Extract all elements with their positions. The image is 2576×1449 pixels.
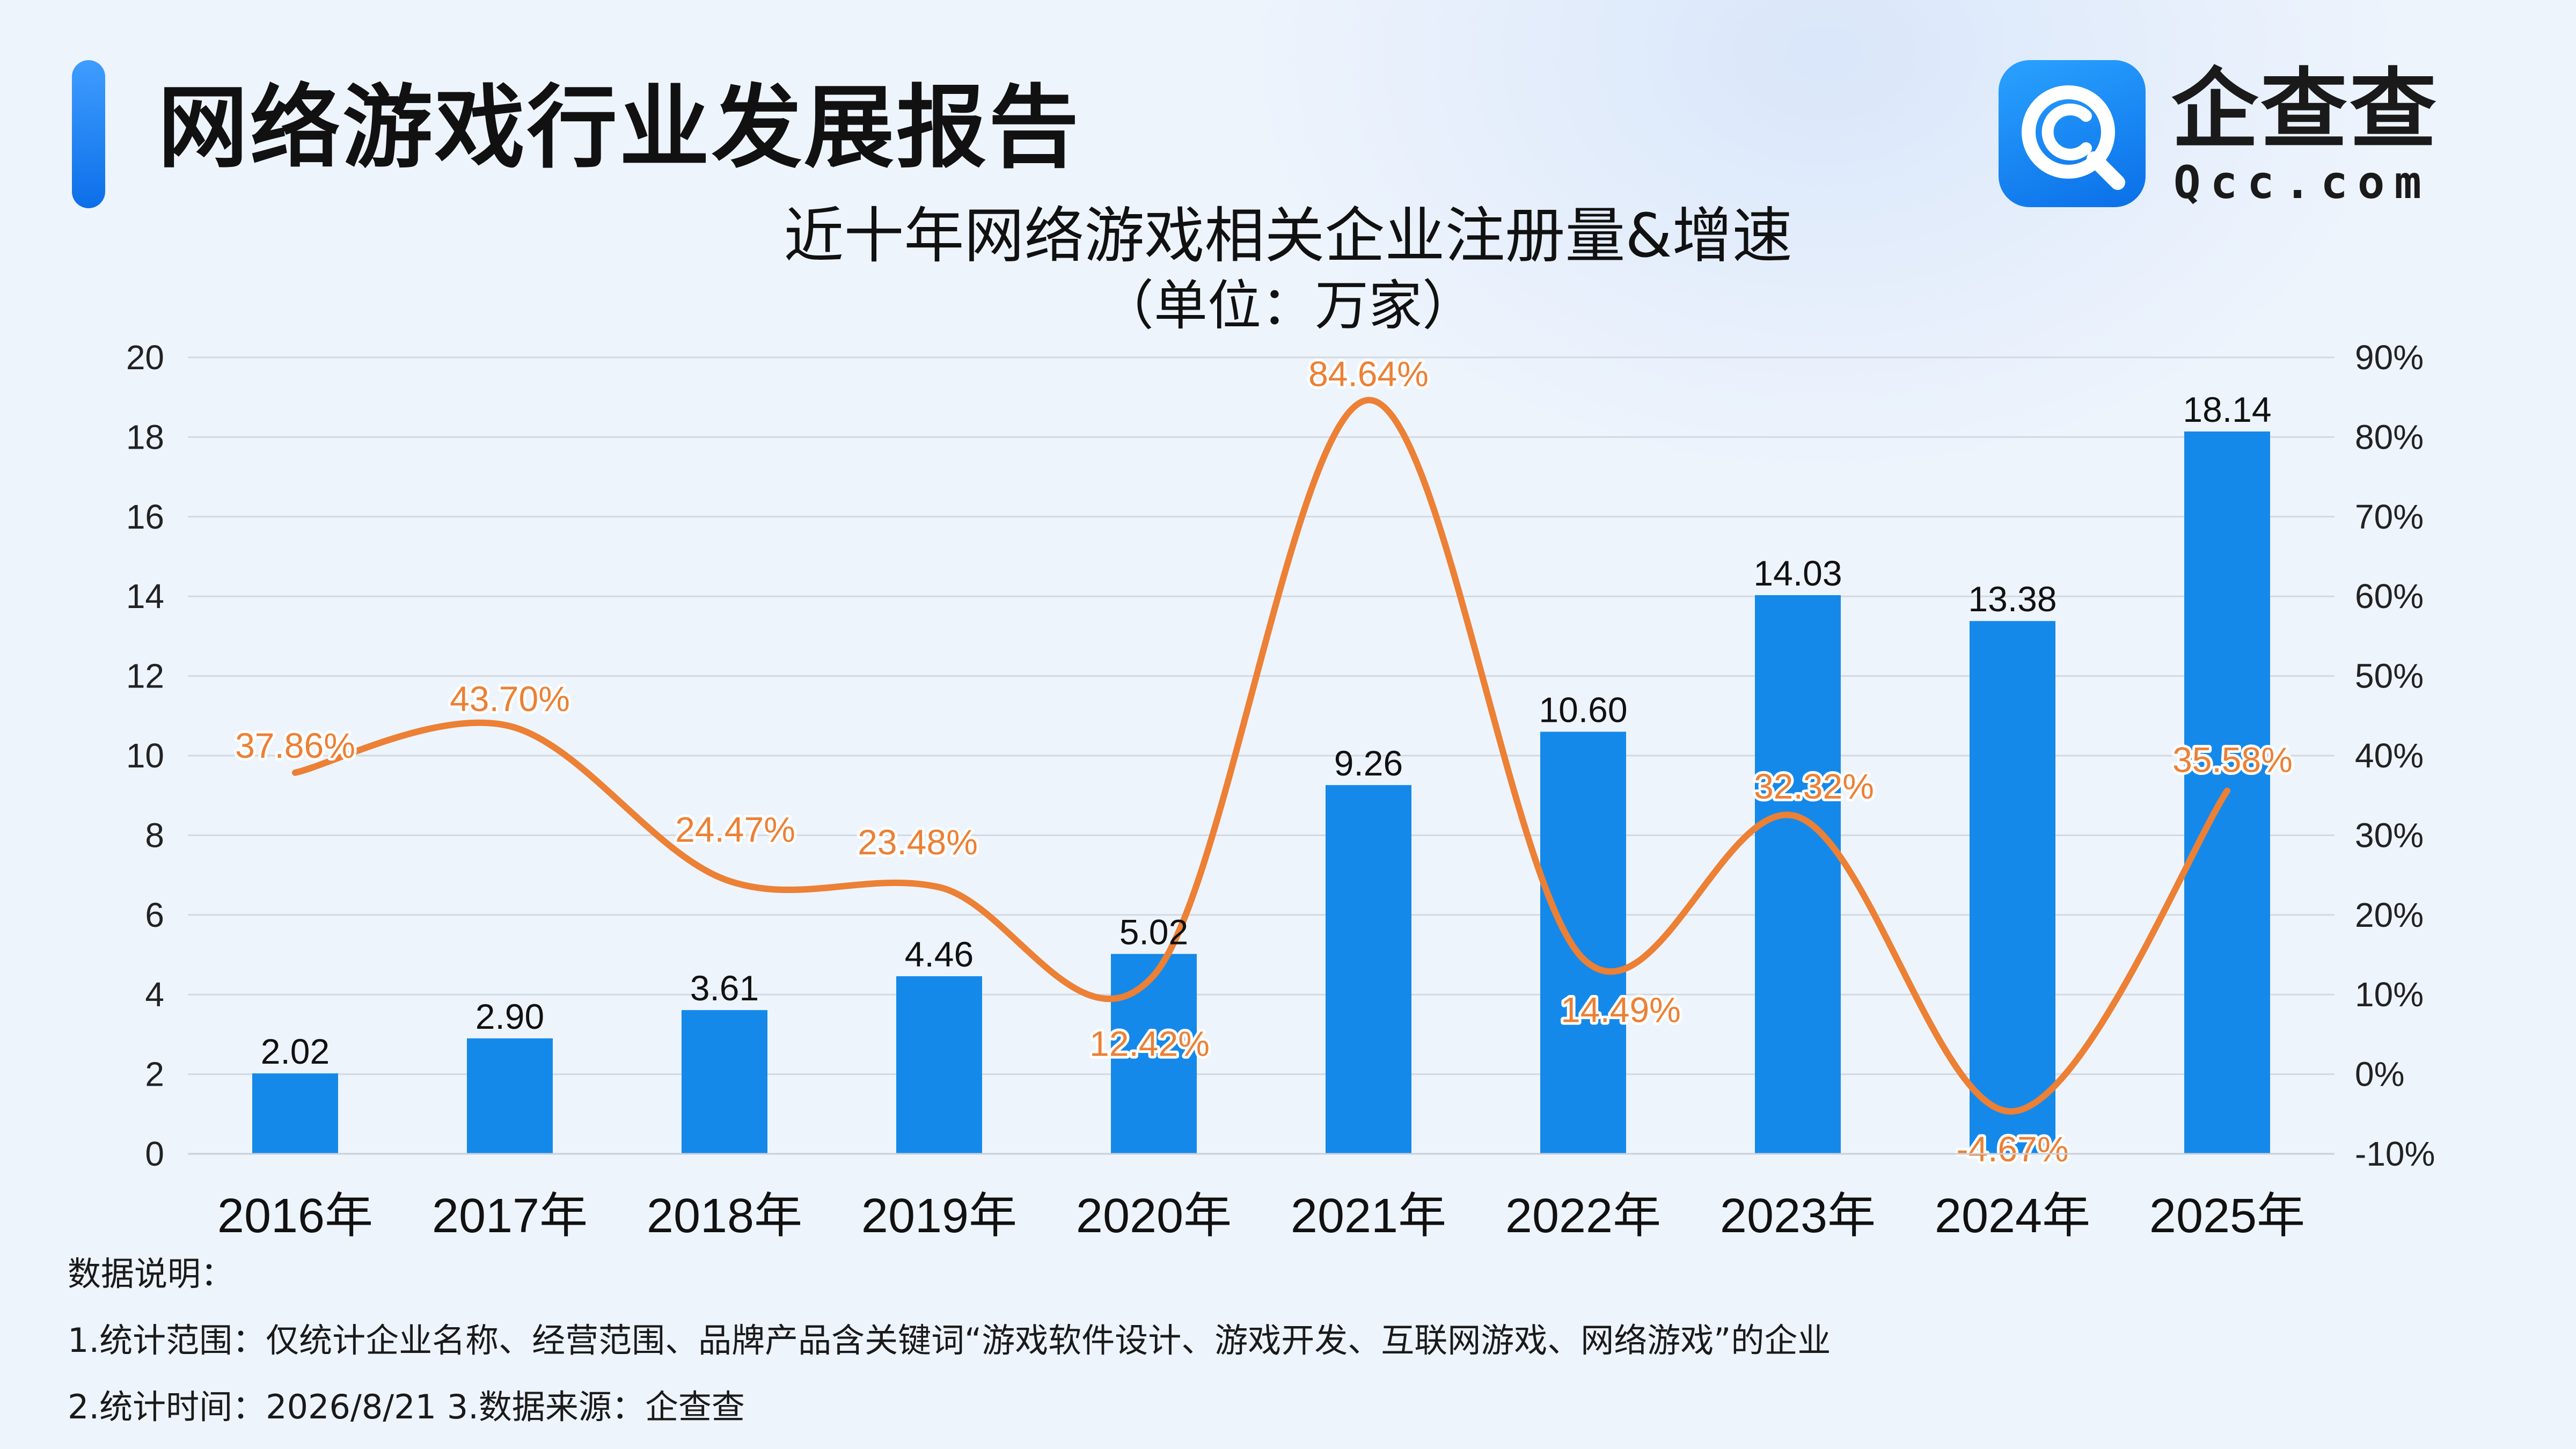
x-tick-label: 2024年 [1935, 1189, 2090, 1243]
bar-value-label: 13.38 [1968, 579, 2057, 619]
y-right-tick-label: 20% [2355, 896, 2424, 934]
bar [1970, 621, 2055, 1154]
growth-rate-label: 12.42% [1089, 1023, 1210, 1063]
x-tick-label: 2019年 [861, 1189, 1017, 1243]
bar-series [252, 431, 2270, 1154]
y-right-tick-label: 50% [2355, 657, 2424, 696]
bar-value-label: 3.61 [690, 968, 759, 1008]
y-right-tick-label: 10% [2355, 975, 2424, 1014]
logo-name: 企查查 [2171, 60, 2439, 160]
y-right-tick-label: 40% [2355, 736, 2424, 775]
y-left-tick-label: 6 [145, 896, 164, 934]
bar-value-label: 2.02 [261, 1031, 330, 1071]
y-left-tick-label: 8 [145, 816, 164, 854]
y-left-tick-label: 18 [126, 418, 164, 456]
bar [1326, 785, 1411, 1154]
y-left-tick-label: 16 [126, 497, 164, 536]
logo-domain: Qcc.com [2174, 156, 2432, 209]
y-left-tick-label: 14 [126, 577, 164, 616]
bar [1111, 954, 1197, 1154]
bar [1540, 731, 1626, 1154]
bar-value-label: 10.60 [1539, 690, 1627, 729]
chart-subtitle: （单位：万家） [1100, 274, 1476, 337]
x-tick-label: 2016年 [217, 1189, 373, 1243]
growth-rate-label: 23.48% [858, 822, 978, 862]
title-accent-bar [72, 60, 105, 208]
y-left-tick-label: 10 [126, 736, 164, 775]
growth-rate-label: 32.32% [1754, 766, 1874, 806]
growth-rate-label: 84.64% [1308, 354, 1429, 394]
y-left-tick-label: 2 [145, 1055, 164, 1094]
bar-value-label: 18.14 [2183, 390, 2271, 429]
growth-rate-label: 37.86% [235, 726, 355, 765]
bar [1755, 595, 1841, 1154]
bar [467, 1038, 553, 1154]
notes-heading: 数据说明： [68, 1254, 235, 1293]
x-tick-label: 2017年 [432, 1189, 588, 1243]
notes-time-source: 2.统计时间：2026/8/21 3.数据来源：企查查 [68, 1387, 745, 1426]
y-left-tick-label: 12 [126, 657, 164, 696]
report-title: 网络游戏行业发展报告 [158, 75, 1081, 180]
bar-value-label: 14.03 [1753, 553, 1842, 593]
bar-value-label: 9.26 [1334, 743, 1403, 783]
y-right-tick-label: 80% [2355, 418, 2424, 456]
x-tick-label: 2021年 [1291, 1189, 1446, 1243]
x-tick-label: 2020年 [1076, 1189, 1232, 1243]
bar-value-label: 4.46 [905, 934, 974, 974]
y-right-tick-label: 30% [2355, 816, 2424, 854]
y-right-tick-label: -10% [2355, 1135, 2435, 1173]
bar [896, 976, 982, 1154]
axes: 0 -10%2 0%4 10%6 20%8 30%10 40%12 50%14 60%16 70%… [126, 338, 2435, 1243]
data-notes: 数据说明： 1.统计范围：仅统计企业名称、经营范围、品牌产品含关键词“游戏软件设… [68, 1241, 1831, 1440]
growth-rate-label: 14.49% [1561, 990, 1681, 1030]
y-right-tick-label: 0% [2355, 1055, 2405, 1094]
bar-value-label: 5.02 [1119, 912, 1188, 952]
y-left-tick-label: 20 [126, 338, 164, 377]
qcc-logo: 企查查 Qcc.com [1999, 60, 2469, 209]
chart-title: 近十年网络游戏相关企业注册量&增速 [784, 201, 1792, 271]
y-right-tick-label: 70% [2355, 497, 2424, 536]
notes-scope: 1.统计范围：仅统计企业名称、经营范围、品牌产品含关键词“游戏软件设计、游戏开发… [68, 1321, 1831, 1360]
y-left-tick-label: 0 [145, 1135, 164, 1173]
growth-line [292, 397, 2230, 1115]
growth-rate-label: 35.58% [2172, 740, 2293, 780]
growth-rate-label: 24.47% [675, 809, 795, 849]
bar-value-label: 2.90 [475, 997, 544, 1036]
x-tick-label: 2025年 [2149, 1189, 2305, 1243]
y-right-tick-label: 90% [2355, 338, 2424, 377]
growth-rate-label: -4.67% [1956, 1129, 2068, 1169]
growth-line-series [292, 397, 2230, 1115]
data-labels: 2.02 2.90 3.61 4.46 5.02 9.26 10.60 14.03 13.38 1… [232, 352, 2295, 1172]
y-right-tick-label: 60% [2355, 577, 2424, 616]
y-left-tick-label: 4 [145, 975, 164, 1014]
x-tick-label: 2022年 [1505, 1189, 1661, 1243]
growth-rate-label: 43.70% [450, 679, 570, 719]
bar [252, 1073, 338, 1154]
x-tick-label: 2023年 [1720, 1189, 1876, 1243]
qcc-logo-icon [1999, 60, 2146, 207]
bar [682, 1010, 767, 1154]
x-tick-label: 2018年 [647, 1189, 802, 1243]
